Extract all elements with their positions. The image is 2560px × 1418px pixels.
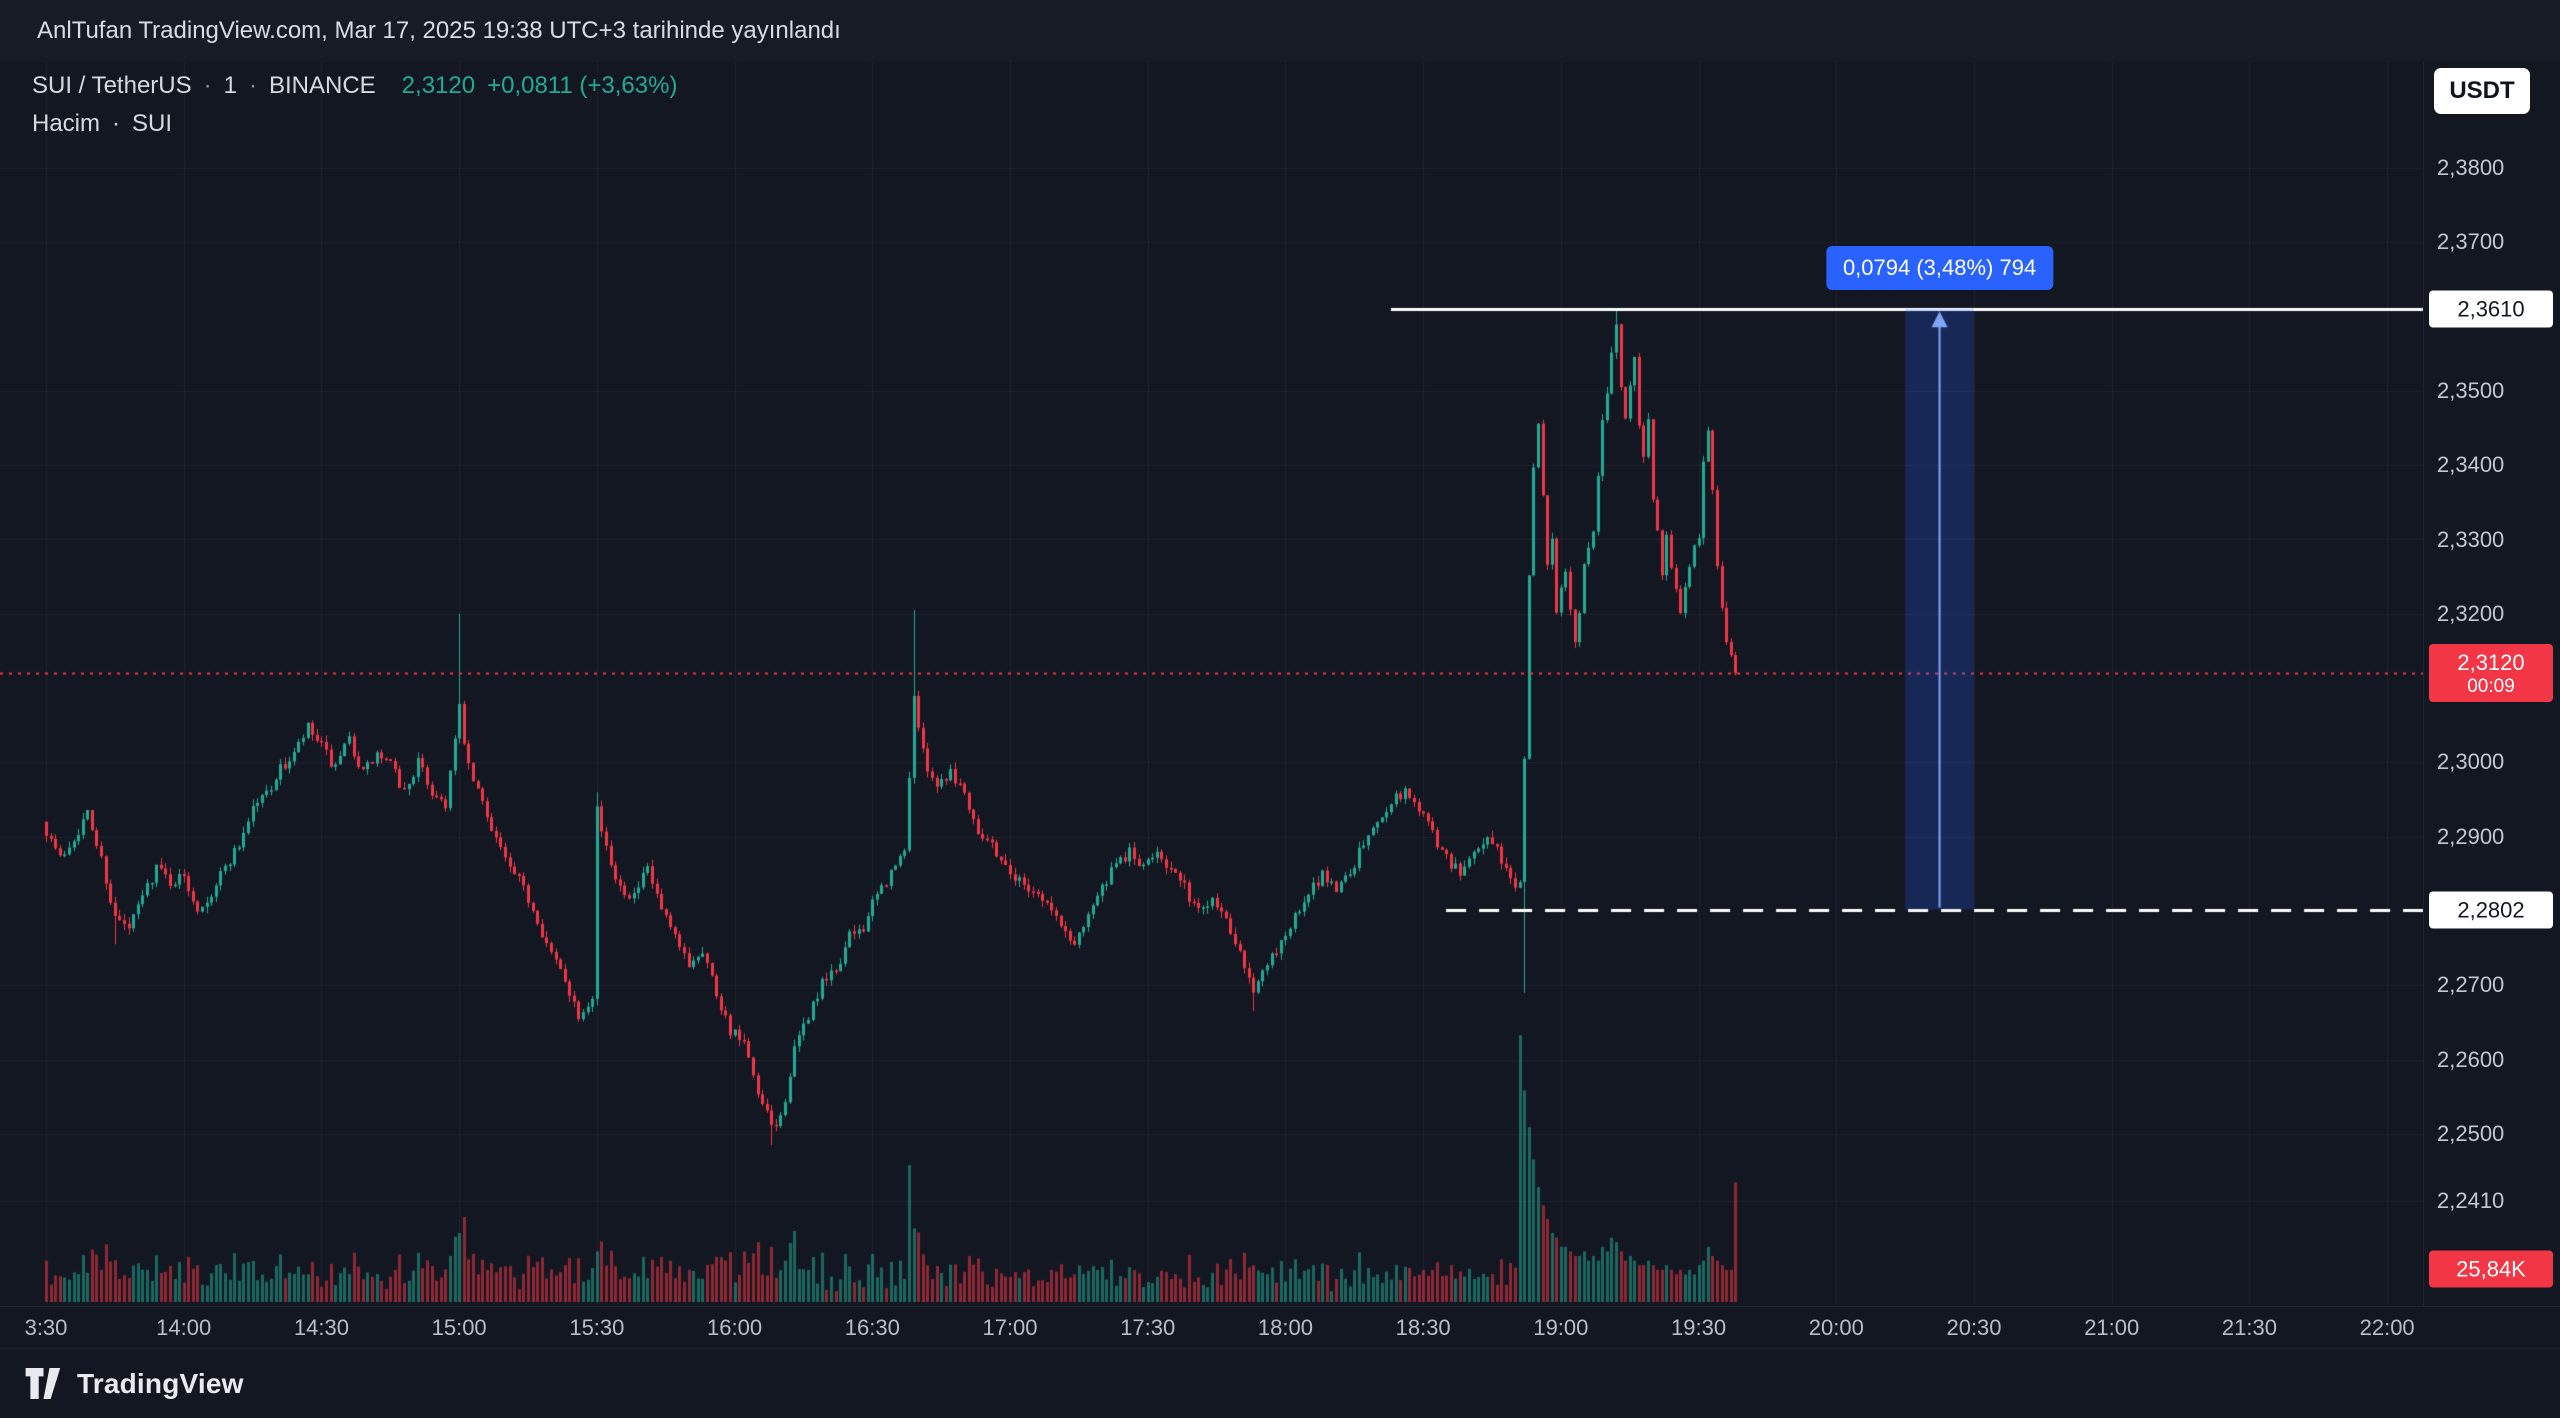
price-tick: 2,3400 xyxy=(2437,452,2505,478)
time-tick: 21:00 xyxy=(2084,1315,2140,1340)
time-tick: 16:30 xyxy=(844,1315,900,1340)
bottom-bar: TradingView xyxy=(0,1348,2560,1418)
time-tick: 14:00 xyxy=(156,1315,212,1340)
symbol-title[interactable]: SUI / TetherUS xyxy=(32,72,192,99)
symbol-interval[interactable]: 1 xyxy=(223,72,237,99)
price-tick: 2,2600 xyxy=(2437,1046,2505,1072)
legend: SUI / TetherUS · 1 · BINANCE 2,3120 +0,0… xyxy=(32,72,677,138)
tradingview-link[interactable]: TradingView xyxy=(24,1368,244,1400)
time-tick: 3:30 xyxy=(24,1315,68,1340)
legend-separator: · xyxy=(112,110,121,137)
legend-separator: · xyxy=(203,72,212,99)
tradingview-logo xyxy=(25,1368,61,1399)
price-axis[interactable]: 2,3800 2,3700 2,3500 2,3400 2,3300 2,3200 2,30… xyxy=(2423,62,2560,1306)
time-tick: 14:30 xyxy=(293,1315,349,1340)
price-tick: 2,3300 xyxy=(2437,526,2505,552)
price-tick: 2,3800 xyxy=(2437,155,2505,180)
time-tick: 19:30 xyxy=(1671,1315,1727,1340)
price-tick: 2,3000 xyxy=(2437,749,2505,775)
time-tick: 22:00 xyxy=(2359,1315,2415,1340)
symbol-row: SUI / TetherUS · 1 · BINANCE 2,3120 +0,0… xyxy=(32,72,677,100)
price-tick: 2,3200 xyxy=(2437,600,2505,626)
time-tick: 21:30 xyxy=(2221,1315,2277,1340)
price-tick: 2,2500 xyxy=(2437,1120,2505,1146)
legend-separator: · xyxy=(248,72,257,99)
time-tick: 18:30 xyxy=(1395,1315,1451,1340)
time-tick: 20:30 xyxy=(1946,1315,2002,1340)
price-tick: 2,2900 xyxy=(2437,823,2505,849)
price-tick: 2,3500 xyxy=(2437,377,2505,403)
legend-price: 2,3120 xyxy=(401,72,476,99)
volume-legend-symbol: SUI xyxy=(132,110,173,137)
time-tick: 20:00 xyxy=(1808,1315,1864,1340)
time-tick: 18:00 xyxy=(1257,1315,1313,1340)
time-tick: 16:00 xyxy=(707,1315,763,1340)
measure-label[interactable]: 0,0794 (3,48%) 794 xyxy=(1825,246,2054,291)
currency-toggle-button[interactable]: USDT xyxy=(2434,68,2530,114)
publish-text: AnlTufan TradingView.com, Mar 17, 2025 1… xyxy=(37,17,841,44)
volume-row: Hacim · SUI xyxy=(32,110,677,138)
level-badge-low: 2,2802 xyxy=(2429,891,2553,928)
time-tick: 19:00 xyxy=(1533,1315,1589,1340)
level-badge-high: 2,3610 xyxy=(2429,290,2553,328)
countdown: 00:09 xyxy=(2467,676,2515,698)
tradingview-brand: TradingView xyxy=(77,1367,244,1399)
price-tick: 2,2410 xyxy=(2437,1187,2505,1213)
time-tick: 17:00 xyxy=(982,1315,1038,1340)
price-tick: 2,2700 xyxy=(2437,972,2505,998)
time-tick: 15:00 xyxy=(431,1315,487,1340)
legend-change: +0,0811 (+3,63%) xyxy=(487,72,678,99)
last-price-badge: 2,3120 00:09 xyxy=(2429,644,2553,703)
time-tick: 17:30 xyxy=(1120,1315,1176,1340)
time-axis[interactable]: 3:30 14:00 14:30 15:00 15:30 16:00 16:30 17:00 1… xyxy=(0,1306,2560,1349)
publish-bar: AnlTufan TradingView.com, Mar 17, 2025 1… xyxy=(0,0,2560,62)
symbol-exchange[interactable]: BINANCE xyxy=(268,72,376,99)
volume-legend-label[interactable]: Hacim xyxy=(32,110,101,137)
volume-badge: 25,84K xyxy=(2429,1250,2553,1288)
time-tick: 15:30 xyxy=(569,1315,625,1340)
price-tick: 2,3700 xyxy=(2437,229,2505,255)
